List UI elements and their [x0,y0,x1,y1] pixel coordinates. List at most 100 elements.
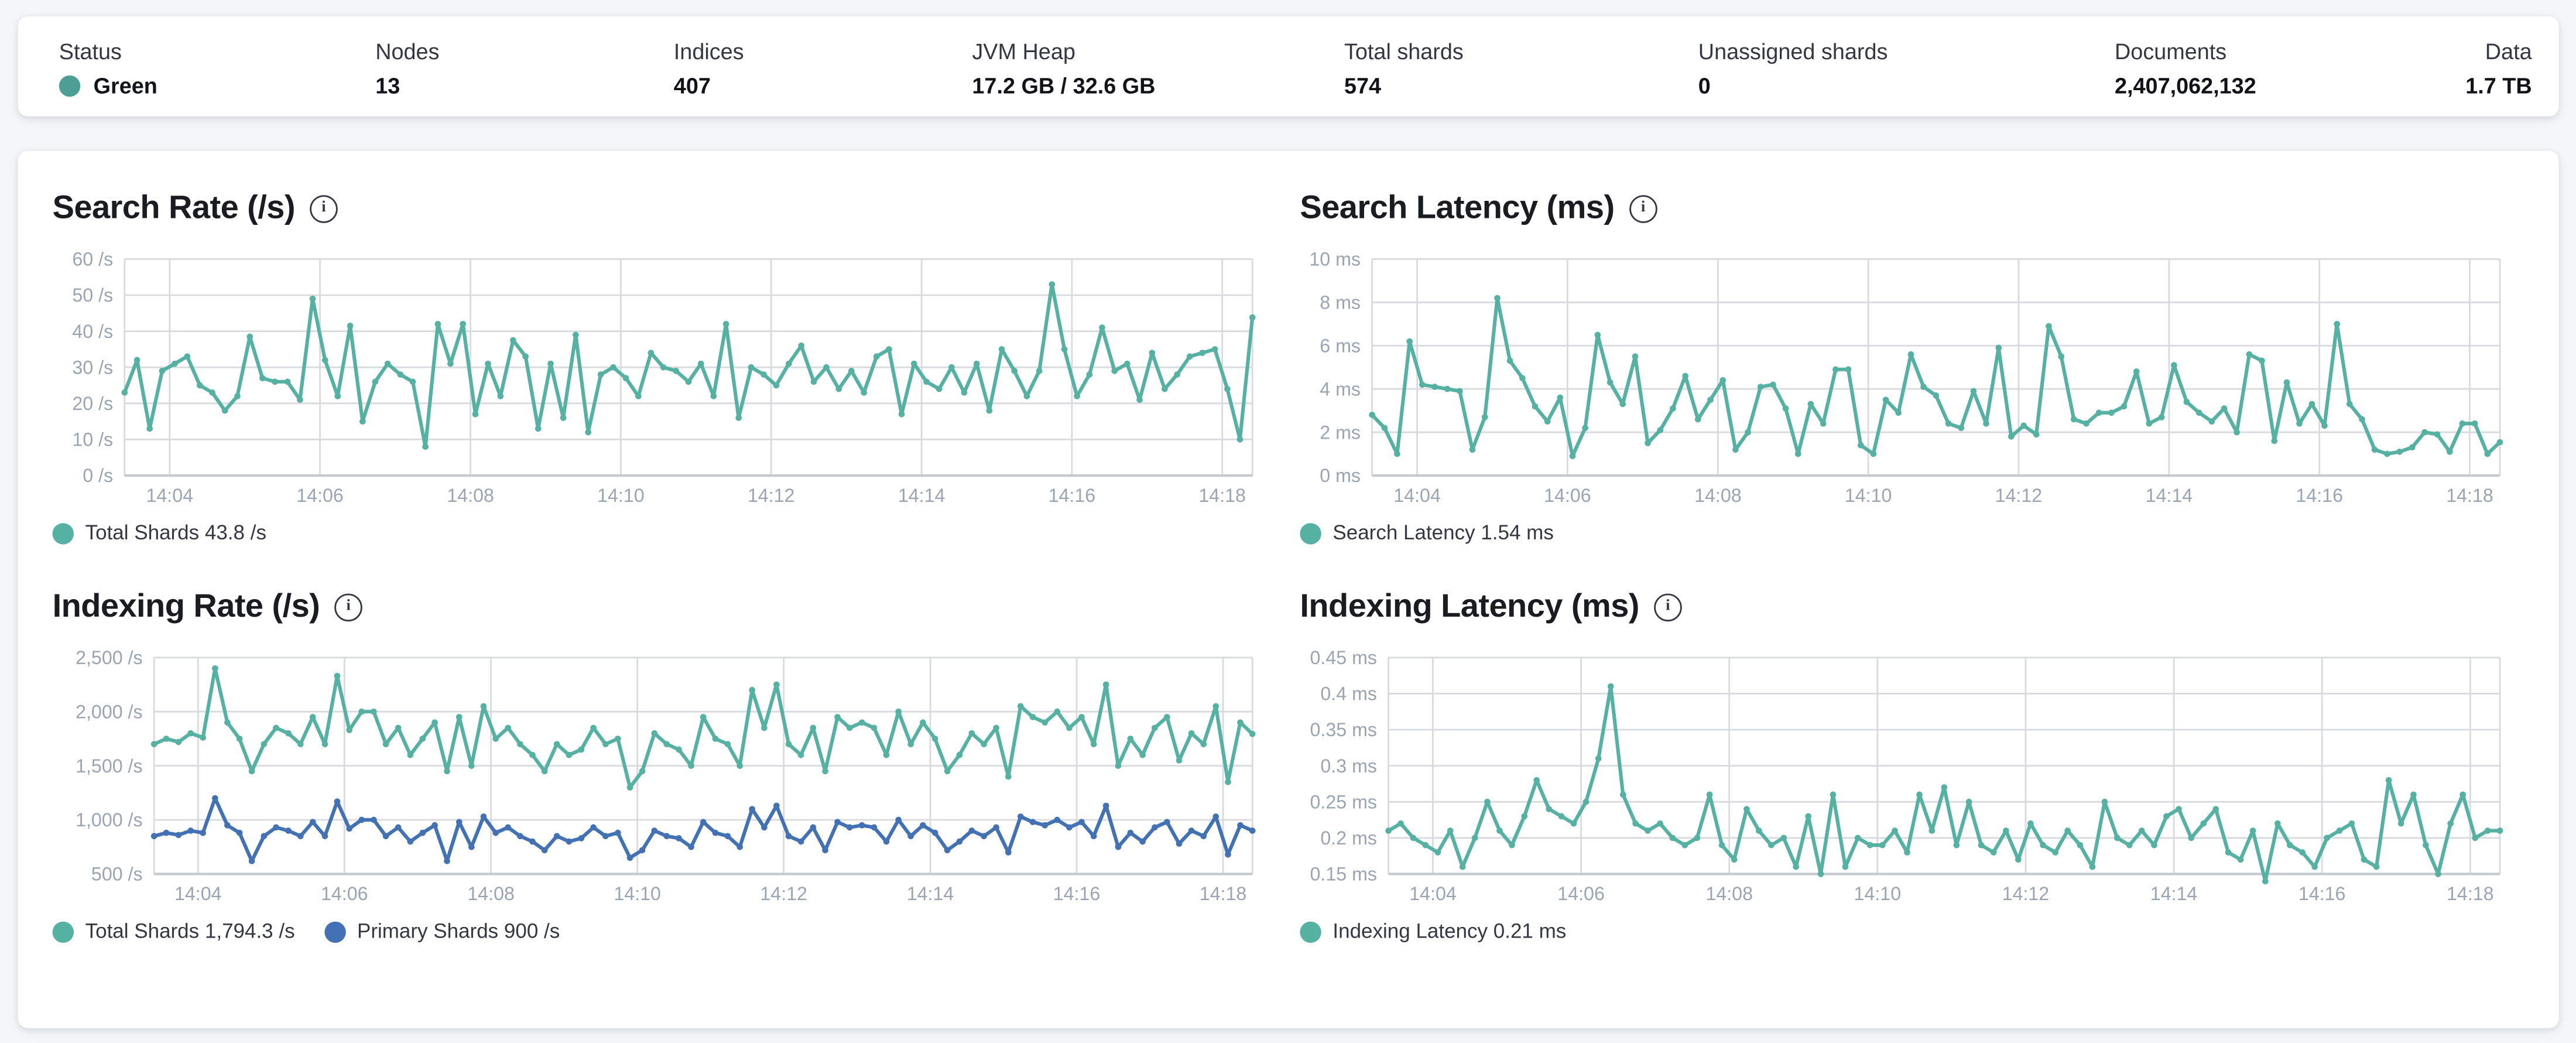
chart-legend: Indexing Latency 0.21 ms [1300,920,2524,943]
metric-label: JVM Heap [972,39,1075,64]
svg-text:14:18: 14:18 [1198,485,1246,506]
legend-item-primary-shards-900-s: Primary Shards 900 /s [324,920,560,943]
legend-label: Total Shards 43.8 /s [85,521,266,545]
svg-text:14:16: 14:16 [2296,485,2343,506]
legend-label: Indexing Latency 0.21 ms [1332,919,1567,943]
info-icon[interactable]: i [310,194,338,223]
svg-text:10 ms: 10 ms [1309,249,1361,270]
chart-search-rate: Search Rate (/s) i 0 /s 10 /s 20 /s 30 /s 40… [52,187,1277,545]
legend-dot [1300,921,1321,942]
metric-value: 1.7 TB [2465,74,2532,98]
svg-text:2 ms: 2 ms [1320,422,1361,443]
charts-panel: Search Rate (/s) i 0 /s 10 /s 20 /s 30 /s 40… [18,151,2559,1028]
svg-text:2,000 /s: 2,000 /s [76,701,143,722]
info-icon[interactable]: i [1629,194,1657,223]
legend-label: Total Shards 1,794.3 /s [85,919,295,943]
cluster-summary-bar: Status Green Nodes 13 Indices 407 JVM Heap 17.2… [18,16,2559,117]
metric-label: Total shards [1344,39,1464,64]
chart-legend: Search Latency 1.54 ms [1300,521,2524,545]
svg-text:14:14: 14:14 [907,883,954,904]
info-icon[interactable]: i [1654,593,1682,621]
svg-text:14:08: 14:08 [1694,485,1742,506]
svg-text:14:12: 14:12 [760,883,807,904]
info-icon[interactable]: i [334,593,363,621]
svg-text:10 /s: 10 /s [72,429,113,450]
svg-text:0.15 ms: 0.15 ms [1310,864,1378,885]
svg-text:14:12: 14:12 [1995,485,2043,506]
metric-data: Data 1.7 TB [2465,39,2532,98]
svg-text:0.35 ms: 0.35 ms [1310,719,1378,740]
svg-text:0 /s: 0 /s [83,465,113,486]
svg-text:14:18: 14:18 [2447,883,2494,904]
metric-label: Unassigned shards [1698,39,1888,64]
chart-canvas-search-latency[interactable]: 0 ms 2 ms 4 ms 6 ms 8 ms 10 ms 14:04 14:06 14:08… [1300,249,2513,512]
svg-text:0.25 ms: 0.25 ms [1310,791,1378,812]
legend-dot [52,522,74,544]
svg-text:0.4 ms: 0.4 ms [1320,683,1377,705]
svg-text:14:10: 14:10 [614,883,661,904]
metric-label: Status [59,39,122,64]
metric-label: Indices [673,39,744,64]
metric-value: 407 [673,74,711,98]
svg-text:14:16: 14:16 [1053,883,1101,904]
svg-text:14:04: 14:04 [174,883,222,904]
chart-header: Indexing Rate (/s) i [53,586,1277,628]
svg-text:14:14: 14:14 [2150,883,2198,904]
legend-item-total-shards-43-8-s: Total Shards 43.8 /s [52,521,266,545]
svg-text:14:04: 14:04 [1409,883,1457,904]
svg-text:14:18: 14:18 [1200,883,1247,904]
svg-text:8 ms: 8 ms [1320,292,1361,313]
svg-text:14:06: 14:06 [321,883,368,904]
chart-header: Search Latency (ms) i [1300,187,2524,230]
legend-label: Primary Shards 900 /s [357,919,560,943]
svg-text:14:14: 14:14 [2146,485,2193,506]
chart-legend: Total Shards 1,794.3 /s Primary Shards 90… [52,919,1277,943]
chart-indexing-latency: Indexing Latency (ms) i 0.15 ms 0.2 ms 0.2… [1300,586,2524,943]
svg-text:30 /s: 30 /s [72,357,113,378]
svg-text:14:08: 14:08 [1705,883,1753,904]
metric-jvm-heap: JVM Heap 17.2 GB / 32.6 GB [972,39,1344,98]
svg-text:14:16: 14:16 [1049,485,1096,506]
svg-text:4 ms: 4 ms [1320,378,1361,399]
svg-text:14:10: 14:10 [1845,485,1892,506]
svg-text:50 /s: 50 /s [72,285,113,306]
metric-nodes: Nodes 13 [375,39,674,98]
legend-dot [1300,522,1321,544]
metric-label: Nodes [375,39,440,64]
svg-text:14:06: 14:06 [1557,883,1605,904]
svg-text:0.3 ms: 0.3 ms [1320,755,1377,777]
metric-label: Data [2485,39,2532,64]
legend-item-total-shards-1-794-3-s: Total Shards 1,794.3 /s [52,919,295,943]
metric-unassigned-shards: Unassigned shards 0 [1698,39,2115,98]
svg-text:60 /s: 60 /s [72,249,113,270]
metric-label: Documents [2115,39,2227,64]
svg-text:6 ms: 6 ms [1320,335,1361,356]
svg-text:14:06: 14:06 [296,485,344,506]
metric-indices: Indices 407 [674,39,972,98]
chart-canvas-indexing-latency[interactable]: 0.15 ms 0.2 ms 0.25 ms 0.3 ms 0.35 ms 0.4 ms 0… [1300,648,2513,910]
chart-title: Search Latency (ms) [1300,189,1615,225]
chart-canvas-search-rate[interactable]: 0 /s 10 /s 20 /s 30 /s 40 /s 50 /s 60 /s 14:04 1… [53,249,1266,512]
svg-text:14:10: 14:10 [1854,883,1902,904]
svg-text:14:12: 14:12 [748,485,795,506]
status-dot [59,75,81,97]
charts-grid: Search Rate (/s) i 0 /s 10 /s 20 /s 30 /s 40… [18,151,2559,976]
chart-title: Indexing Rate (/s) [52,587,320,624]
metric-status: Status Green [59,39,375,98]
metric-documents: Documents 2,407,062,132 [2115,39,2465,98]
chart-header: Indexing Latency (ms) i [1300,586,2524,628]
chart-header: Search Rate (/s) i [53,187,1277,230]
svg-text:0 ms: 0 ms [1320,465,1361,486]
svg-text:0.2 ms: 0.2 ms [1320,827,1377,849]
metric-value: 2,407,062,132 [2115,74,2256,98]
svg-text:14:04: 14:04 [1393,485,1441,506]
metric-value: 574 [1344,74,1382,98]
svg-text:1,500 /s: 1,500 /s [76,755,143,777]
legend-item-indexing-latency-0-21-ms: Indexing Latency 0.21 ms [1300,920,1566,943]
svg-text:2,500 /s: 2,500 /s [76,648,143,668]
chart-legend: Total Shards 43.8 /s [52,521,1277,545]
svg-text:14:14: 14:14 [898,485,946,506]
chart-canvas-indexing-rate[interactable]: 500 /s 1,000 /s 1,500 /s 2,000 /s 2,500 /s 14… [53,648,1266,910]
chart-search-latency: Search Latency (ms) i 0 ms 2 ms 4 ms 6 ms 8 … [1300,187,2524,545]
